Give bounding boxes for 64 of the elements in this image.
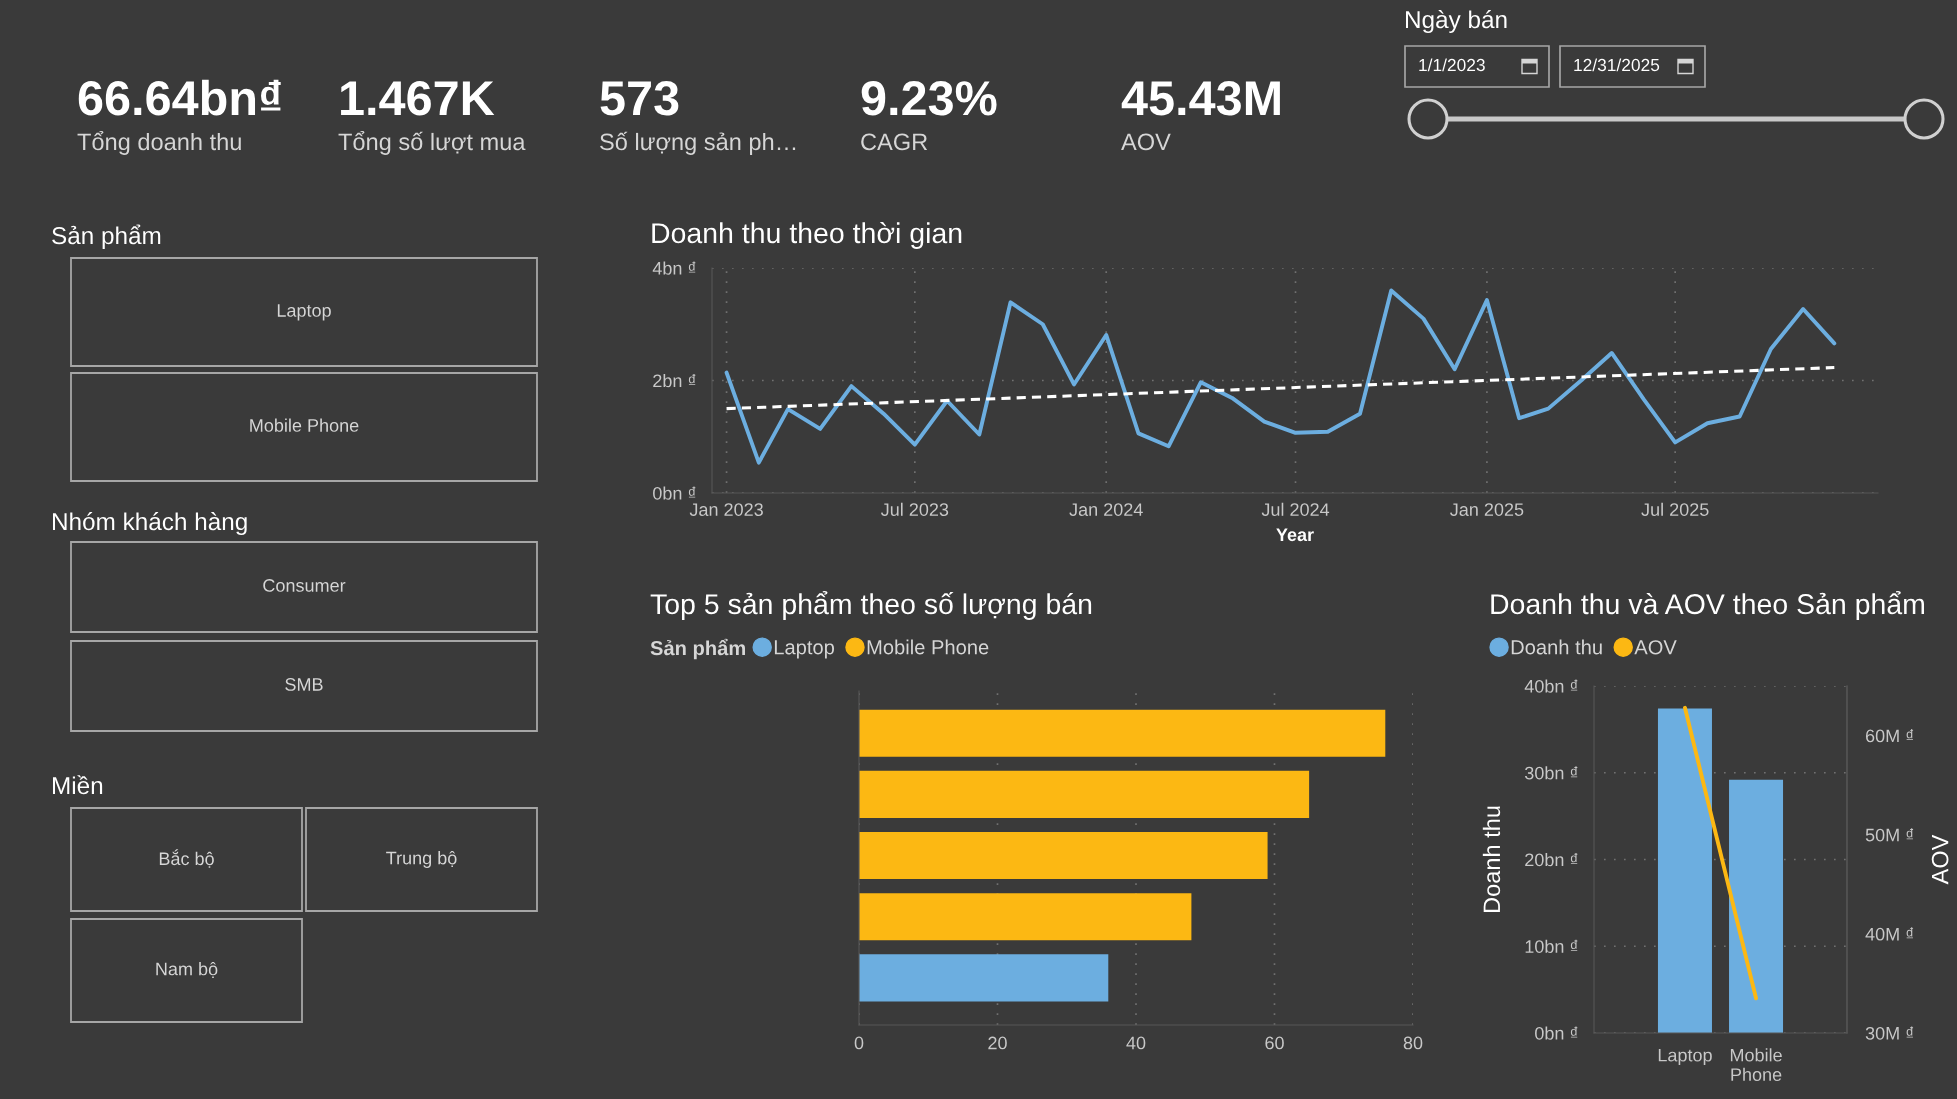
bar (859, 954, 1109, 1002)
legend-label: Laptop (774, 640, 835, 659)
y-tick-label: 2bn ₫ (653, 373, 696, 388)
text: Bắc bộ (159, 849, 214, 868)
chart-title: Doanh thu theo thời gian (652, 222, 962, 249)
text: CAGR (861, 133, 928, 151)
text: 573 (600, 81, 679, 116)
text: 45.43M (1121, 81, 1280, 116)
text: Sản phẩm (52, 224, 161, 250)
y2-axis-title: AOV (1931, 834, 1949, 885)
text: Laptop (277, 304, 331, 321)
x-tick-label: Jul 2025 (1641, 502, 1709, 516)
legend-label: Doanh thu (1511, 639, 1602, 655)
x-tick-label: Jul 2024 (1261, 502, 1330, 516)
text: 12/31/2025 (1574, 58, 1660, 72)
text: 1.467K (341, 81, 495, 116)
y2-tick-label: 60M ₫ (1865, 729, 1914, 743)
text: Consumer (263, 579, 346, 592)
x-tick-label: Jan 2024 (1069, 503, 1143, 516)
text: SMB (285, 678, 323, 691)
bar (859, 709, 1386, 757)
text: Tổng doanh thu (77, 130, 241, 155)
x-tick-label: 20 (988, 1036, 1007, 1050)
text: Số lượng sản ph… (600, 131, 796, 155)
text: 66.64bn₫ (78, 79, 281, 116)
y2-tick-label: 30M ₫ (1865, 1026, 1914, 1040)
chart-title: Doanh thu và AOV theo Sản phẩm (1491, 591, 1924, 620)
chart-title: Top 5 sản phẩm theo số lượng bán (650, 591, 1092, 620)
y-tick-label: 40bn ₫ (1524, 679, 1578, 693)
y2-tick-label: 50M ₫ (1865, 828, 1914, 842)
y-axis-title: Doanh thu (1482, 806, 1501, 913)
text: Mobile Phone (250, 418, 359, 432)
x-tick-label: 40 (1126, 1036, 1146, 1050)
x-tick-label: Mobile Phone (1730, 1048, 1782, 1081)
text: Trung bộ (386, 851, 457, 868)
text: 1/1/2023 (1419, 58, 1485, 72)
y-tick-label: 30bn ₫ (1524, 766, 1578, 780)
text: Nhóm khách hàng (52, 512, 247, 536)
x-tick-label: Jul 2023 (880, 502, 949, 516)
y-tick-label: 0bn ₫ (1535, 1026, 1578, 1040)
y2-tick-label: 40M ₫ (1865, 927, 1914, 941)
y-tick-label: 20bn ₫ (1525, 852, 1578, 867)
y-tick-label: 10bn ₫ (1525, 939, 1578, 953)
x-tick-label: 60 (1265, 1036, 1284, 1050)
text: Tổng số lượt mua (338, 130, 526, 155)
line-series (724, 288, 1837, 465)
bar (859, 770, 1310, 818)
legend-label: AOV (1634, 640, 1677, 655)
text: 9.23% (861, 81, 997, 116)
x-axis-title: Year (1276, 528, 1314, 542)
text: Ngày bán (1405, 10, 1507, 34)
bar (859, 893, 1192, 941)
x-tick-label: Jan 2023 (689, 503, 763, 516)
text: AOV (1121, 133, 1171, 151)
legend-title: Sản phẩm (650, 638, 745, 660)
legend-label: Mobile Phone (867, 639, 989, 655)
y-tick-label: 4bn ₫ (652, 261, 696, 275)
bar (859, 832, 1268, 880)
x-tick-label: Jan 2025 (1450, 503, 1524, 516)
y-tick-label: 0bn ₫ (653, 486, 696, 500)
text: Miền (52, 775, 103, 795)
x-tick-label: 80 (1403, 1036, 1423, 1050)
x-tick-label: 0 (854, 1036, 864, 1050)
text: Nam bộ (156, 962, 218, 978)
